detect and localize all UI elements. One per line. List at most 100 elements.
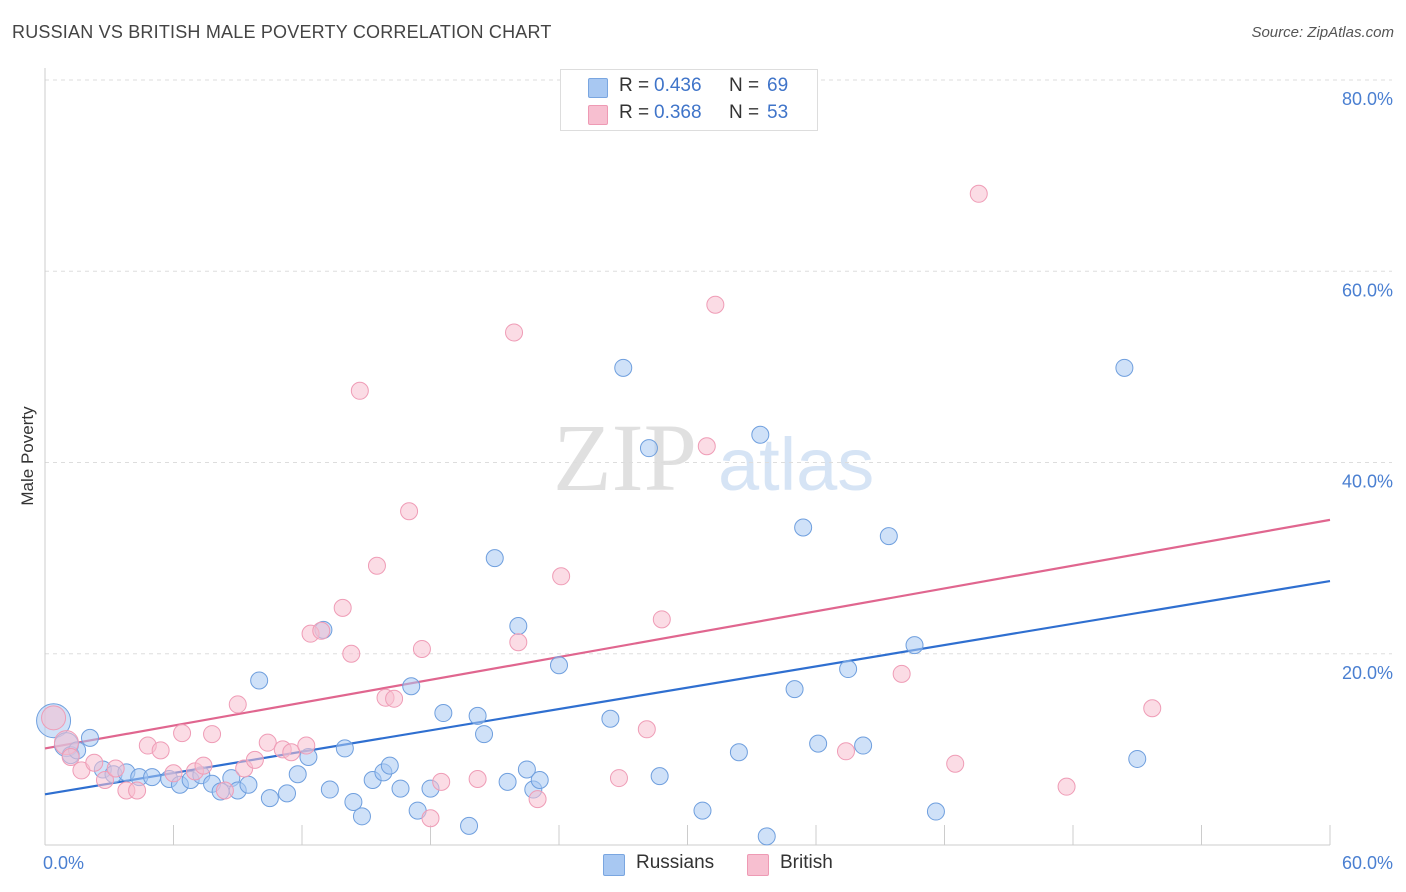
point-russians [498, 772, 517, 791]
legend-swatch-russians [588, 78, 608, 98]
y-tick-label: 20.0% [1342, 663, 1393, 683]
point-british [203, 725, 222, 744]
point-russians [335, 739, 354, 758]
point-british [194, 756, 213, 775]
point-british [41, 705, 67, 731]
point-russians [693, 801, 712, 820]
point-british [173, 724, 192, 743]
point-russians [143, 768, 162, 787]
point-russians [757, 827, 776, 846]
point-russians [729, 743, 748, 762]
point-british [836, 742, 855, 761]
legend-r-label: R = [619, 75, 650, 96]
watermark-zip: ZIP [553, 404, 697, 511]
point-russians [854, 736, 873, 755]
chart-title: RUSSIAN VS BRITISH MALE POVERTY CORRELAT… [12, 22, 552, 42]
point-british [706, 295, 725, 314]
legend-n-label: N = [729, 102, 760, 123]
point-british [1143, 699, 1162, 718]
point-russians [794, 518, 813, 537]
point-british [528, 790, 547, 809]
point-russians [879, 527, 898, 546]
point-british [969, 184, 988, 203]
point-british [400, 502, 419, 521]
point-british [350, 381, 369, 400]
point-russians [352, 807, 371, 826]
point-russians [288, 765, 307, 784]
point-russians [475, 725, 494, 744]
point-russians [380, 756, 399, 775]
legend: R = 0.436 N = 69 R = 0.368 N = 53 [560, 69, 818, 131]
point-russians [485, 549, 504, 568]
point-russians [250, 671, 269, 690]
y-tick-label: 60.0% [1342, 280, 1393, 300]
point-british [552, 567, 571, 586]
legend-row-russians: R = 0.436 N = 69 [561, 75, 817, 101]
point-russians [460, 816, 479, 835]
x-tick-label-min: 0.0% [43, 853, 84, 873]
legend-r-label: R = [619, 102, 650, 123]
point-british [652, 610, 671, 629]
point-british [367, 556, 386, 575]
point-british [697, 437, 716, 456]
point-british [342, 644, 361, 663]
point-russians [402, 677, 421, 696]
watermark: ZIP atlas [553, 404, 874, 511]
point-russians [785, 680, 804, 699]
legend-n-value: 53 [767, 102, 789, 123]
point-russians [809, 734, 828, 753]
y-tick-labels: 20.0% 40.0% 60.0% 80.0% [1342, 89, 1393, 683]
point-british [151, 741, 170, 760]
legend-swatch-british [588, 105, 608, 125]
point-british [106, 759, 125, 778]
y-tick-label: 40.0% [1342, 472, 1393, 492]
point-british [385, 689, 404, 708]
series-legend-swatch-russians [603, 854, 625, 876]
point-british [312, 621, 331, 640]
point-british [468, 770, 487, 789]
source-credit: Source: ZipAtlas.com [1251, 24, 1394, 41]
point-british [282, 743, 301, 762]
series-legend: Russians British [0, 852, 1406, 878]
legend-row-british: R = 0.368 N = 53 [561, 102, 817, 128]
series-legend-swatch-british [747, 854, 769, 876]
point-british [637, 720, 656, 739]
point-british [95, 770, 114, 789]
point-russians [601, 709, 620, 728]
point-russians [905, 636, 924, 655]
point-british [432, 772, 451, 791]
point-british [128, 781, 147, 800]
point-russians [344, 792, 363, 811]
point-russians [1115, 358, 1134, 377]
legend-n-value: 69 [767, 75, 789, 96]
legend-r-value: 0.368 [654, 102, 702, 123]
point-russians [509, 617, 528, 636]
point-russians [278, 784, 297, 803]
point-russians [751, 425, 770, 444]
legend-n-label: N = [729, 75, 760, 96]
point-british [61, 748, 80, 767]
data-points [36, 184, 1162, 846]
point-russians [614, 358, 633, 377]
point-russians [434, 704, 453, 723]
point-russians [550, 656, 568, 675]
point-russians [530, 770, 549, 789]
point-british [509, 633, 528, 652]
point-russians [926, 802, 945, 821]
point-russians [839, 660, 858, 679]
trend-line-british [44, 518, 1331, 750]
y-tick-label: 80.0% [1342, 89, 1393, 109]
point-russians [650, 767, 669, 786]
point-russians [639, 439, 658, 458]
watermark-atlas: atlas [718, 423, 874, 506]
point-british [421, 809, 440, 828]
point-british [164, 764, 183, 783]
point-british [946, 754, 965, 773]
x-tick-labels: 0.0% 60.0% [43, 853, 1393, 873]
point-russians [320, 780, 339, 799]
x-tick-label-max: 60.0% [1342, 853, 1393, 873]
point-russians [1128, 749, 1147, 768]
series-legend-label: Russians [636, 852, 715, 873]
point-russians [468, 706, 487, 725]
